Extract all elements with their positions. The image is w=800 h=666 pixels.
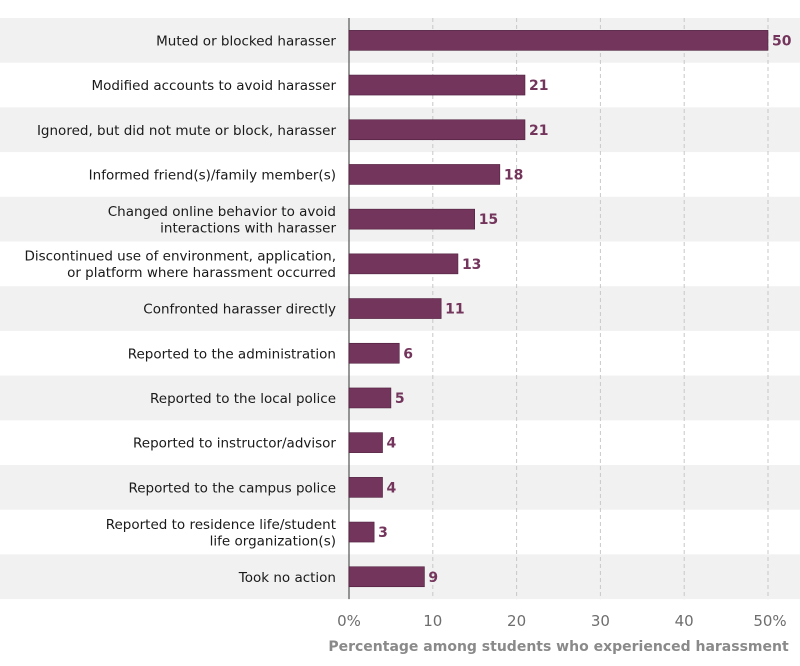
- category-label: Reported to the campus police: [128, 480, 336, 496]
- row-band: [0, 375, 800, 421]
- bars: [348, 30, 769, 588]
- category-label-line: Reported to residence life/student: [106, 517, 336, 533]
- category-label-line: or platform where harassment occurred: [67, 265, 336, 281]
- category-label: Changed online behavior to avoid interact…: [108, 204, 337, 237]
- x-tick-label: 30: [591, 612, 610, 630]
- category-label: Reported to the administration: [128, 346, 336, 362]
- value-label: 11: [445, 302, 464, 318]
- category-label-line: Modified accounts to avoid harasser: [91, 78, 336, 94]
- category-label: Discontinued use of environment, applica…: [24, 249, 336, 282]
- category-label-line: interactions with harasser: [160, 220, 336, 236]
- x-tick-label: 40: [675, 612, 694, 630]
- bar: [348, 342, 400, 364]
- value-labels: 50 21 21 18 15 13 11 6 5 4 4 3 9: [378, 33, 792, 585]
- bar: [348, 521, 375, 543]
- value-label: 9: [428, 570, 438, 586]
- category-label-line: Informed friend(s)/family member(s): [89, 167, 336, 183]
- category-label-line: Changed online behavior to avoid: [108, 204, 336, 220]
- category-label-line: Reported to the local police: [150, 391, 336, 407]
- value-label: 4: [387, 436, 397, 452]
- bar: [348, 208, 475, 230]
- category-label-line: Muted or blocked harasser: [156, 33, 336, 49]
- category-label-line: Ignored, but did not mute or block, hara…: [37, 123, 336, 139]
- value-label: 13: [462, 257, 481, 273]
- category-label-line: life organization(s): [210, 533, 336, 549]
- x-tick-label: 0%: [337, 612, 361, 630]
- category-label-line: Reported to the campus police: [128, 480, 336, 496]
- category-label-line: Confronted harasser directly: [143, 302, 336, 318]
- value-label: 50: [772, 33, 792, 49]
- category-labels: Muted or blocked harasser Modified accoun…: [24, 33, 336, 585]
- value-label: 6: [403, 346, 413, 362]
- category-label-line: Reported to instructor/advisor: [133, 436, 336, 452]
- x-axis-title: Percentage among students who experience…: [328, 639, 789, 655]
- bar: [348, 387, 392, 409]
- value-label: 15: [479, 212, 498, 228]
- category-label: Modified accounts to avoid harasser: [91, 78, 336, 94]
- category-label-line: Took no action: [238, 570, 336, 586]
- value-label: 21: [529, 123, 548, 139]
- bar: [348, 164, 501, 185]
- category-label: Took no action: [238, 570, 336, 586]
- bar: [348, 119, 526, 141]
- value-label: 18: [504, 167, 523, 183]
- category-label-line: Discontinued use of environment, applica…: [24, 249, 336, 265]
- bar: [348, 74, 526, 96]
- category-label: Muted or blocked harasser: [156, 33, 336, 49]
- category-label: Reported to instructor/advisor: [133, 436, 336, 452]
- value-label: 21: [529, 78, 548, 94]
- x-tick-labels: 0% 10 20 30 40 50%: [337, 612, 787, 630]
- bar: [348, 477, 383, 498]
- bar: [348, 566, 425, 588]
- category-label: Reported to the local police: [150, 391, 336, 407]
- category-label-line: Reported to the administration: [128, 346, 336, 362]
- x-tick-label: 10: [423, 612, 442, 630]
- row-bands: [0, 18, 800, 600]
- category-label: Ignored, but did not mute or block, hara…: [37, 123, 336, 139]
- category-label: Informed friend(s)/family member(s): [89, 167, 336, 183]
- bar: [348, 298, 442, 319]
- x-tick-label: 50%: [753, 612, 786, 630]
- value-label: 5: [395, 391, 405, 407]
- bar: [348, 30, 769, 51]
- row-band: [0, 465, 800, 510]
- category-label: Reported to residence life/student life o…: [106, 517, 336, 550]
- bar: [348, 253, 459, 275]
- x-tick-label: 20: [507, 612, 526, 630]
- value-label: 3: [378, 525, 388, 541]
- category-label: Confronted harasser directly: [143, 302, 336, 318]
- bar: [348, 432, 383, 453]
- value-label: 4: [387, 480, 397, 496]
